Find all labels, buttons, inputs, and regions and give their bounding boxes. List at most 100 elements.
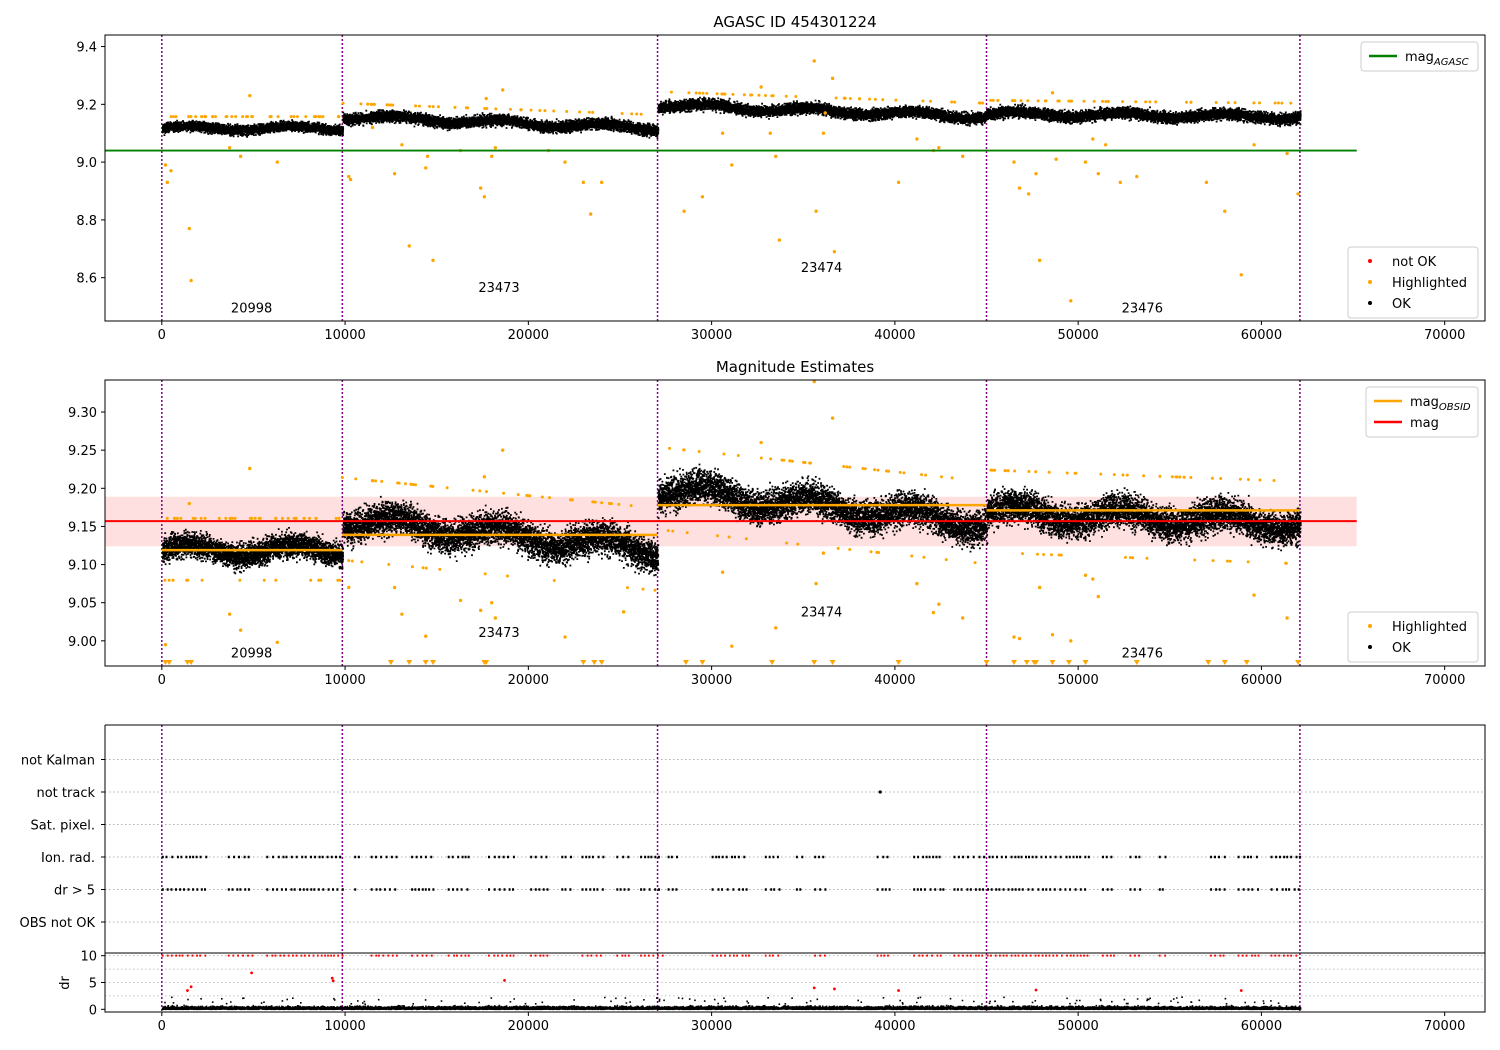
y-tick-label: 9.0: [76, 156, 97, 171]
highlighted-point: [991, 98, 995, 102]
highlighted-point: [600, 501, 604, 505]
out-of-range-marker: [1205, 660, 1212, 665]
highlighted-point: [431, 105, 435, 109]
highlighted-point: [939, 475, 943, 479]
highlighted-point: [309, 578, 313, 582]
highlighted-point: [759, 440, 763, 445]
highlighted-point: [1144, 100, 1148, 104]
highlighted-point: [1091, 577, 1095, 581]
highlighted-point: [722, 452, 726, 456]
highlighted-point: [233, 516, 237, 520]
x-tick-label: 70000: [1424, 673, 1465, 688]
highlighted-point: [653, 588, 657, 592]
legend-mag: [1365, 386, 1479, 438]
x-tick-label: 30000: [691, 328, 732, 343]
flags-panel: OBS not OK dr > 5 Ion. rad. Sat. pixel. not …: [20, 724, 1486, 953]
highlighted-point: [563, 635, 567, 639]
highlighted-point: [1252, 143, 1256, 147]
highlighted-point: [960, 616, 965, 620]
y-tick-label: 9.00: [68, 635, 97, 650]
highlighted-point: [230, 115, 234, 119]
highlighted-point: [1252, 101, 1256, 105]
highlighted-point: [1210, 476, 1214, 480]
highlighted-point: [784, 94, 788, 98]
dr-outlier-point: [1034, 988, 1038, 992]
highlighted-point: [1226, 101, 1230, 105]
y-tick-label: 9.25: [68, 444, 97, 459]
highlighted-point: [1189, 475, 1193, 479]
highlighted-point: [922, 555, 926, 559]
highlighted-point: [548, 496, 552, 500]
highlighted-point: [552, 578, 556, 582]
legend-dot-swatch: [1368, 280, 1372, 284]
highlighted-point: [1225, 559, 1229, 563]
highlighted-point: [716, 534, 720, 538]
out-of-range-marker: [1049, 660, 1056, 665]
x-tick-label: 70000: [1424, 328, 1465, 343]
highlighted-point: [250, 516, 254, 520]
y-tick-label: 5: [89, 977, 97, 992]
dr-outlier-point: [186, 989, 189, 992]
highlighted-point: [163, 642, 168, 647]
highlighted-point: [1211, 559, 1215, 563]
x-tick-label: 0: [158, 1019, 166, 1034]
highlighted-point: [505, 574, 509, 578]
highlighted-point: [641, 587, 645, 591]
highlighted-point: [630, 112, 634, 116]
highlighted-point: [238, 578, 242, 582]
highlighted-point: [1047, 470, 1051, 474]
y-tick-label: 9.20: [68, 482, 97, 497]
highlighted-point: [814, 209, 818, 213]
highlighted-point: [336, 115, 340, 119]
out-of-range-marker: [598, 660, 605, 665]
flag-category-label: dr > 5: [54, 884, 95, 899]
highlighted-point: [214, 115, 218, 119]
highlighted-point: [1106, 99, 1110, 103]
highlighted-point: [868, 97, 872, 101]
highlighted-point: [360, 560, 364, 564]
highlighted-point: [668, 446, 672, 450]
highlighted-point: [771, 94, 775, 98]
y-tick-label: 8.6: [76, 272, 97, 287]
highlighted-point: [1170, 475, 1174, 479]
highlighted-point: [347, 585, 351, 590]
highlighted-point: [812, 379, 816, 384]
highlighted-point: [489, 154, 494, 159]
highlighted-point: [519, 108, 523, 112]
highlighted-point: [1246, 478, 1250, 482]
highlighted-point: [244, 115, 248, 119]
highlighted-point: [1214, 100, 1218, 104]
highlighted-point: [848, 548, 852, 552]
estimates-plot-frame: [104, 379, 1486, 667]
highlighted-point: [529, 108, 533, 112]
highlighted-point: [921, 99, 925, 103]
highlighted-point: [482, 195, 487, 199]
highlighted-point: [268, 115, 272, 119]
highlighted-point: [1017, 186, 1022, 190]
highlighted-point: [187, 115, 191, 119]
highlighted-point: [485, 107, 489, 111]
highlighted-point: [830, 76, 835, 81]
legend-dot-swatch: [1368, 624, 1372, 628]
dr-outlier-point: [833, 987, 836, 991]
obsid-label: 20998: [231, 301, 272, 316]
highlighted-point: [500, 88, 505, 92]
highlighted-point: [1017, 636, 1022, 641]
highlighted-point: [312, 115, 316, 119]
highlighted-point: [172, 115, 176, 119]
legend-label: Highlighted: [1392, 620, 1467, 635]
highlighted-point: [484, 96, 488, 101]
legend-agasc: [1360, 41, 1479, 72]
highlighted-point: [877, 551, 881, 555]
highlighted-point: [1145, 556, 1149, 560]
highlighted-point: [228, 516, 232, 520]
highlighted-point: [1054, 157, 1058, 161]
highlighted-point: [1175, 475, 1179, 479]
highlighted-point: [591, 110, 595, 114]
highlighted-point: [937, 145, 941, 150]
highlighted-point: [1289, 101, 1293, 105]
out-of-range-marker: [1243, 660, 1250, 665]
highlighted-point: [1065, 471, 1069, 475]
highlighted-point: [1035, 552, 1039, 556]
highlighted-point: [417, 104, 421, 108]
